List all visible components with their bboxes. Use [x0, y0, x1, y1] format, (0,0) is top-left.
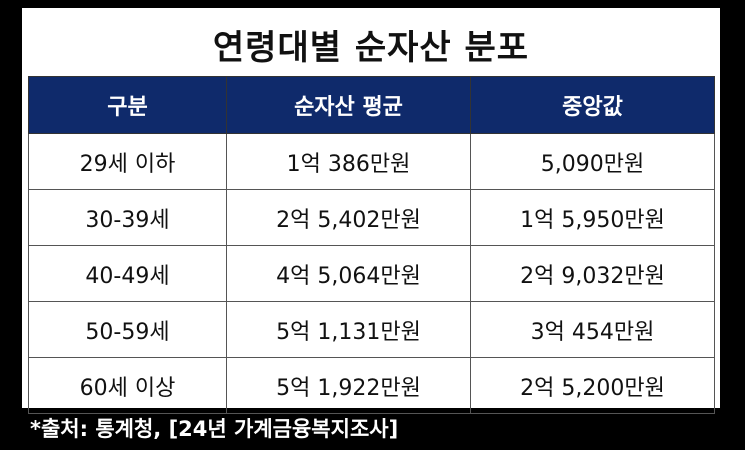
table-cell: 5억 1,131만원: [226, 301, 471, 358]
net-assets-table: 구분 순자산 평균 중앙값 29세 이하 1억 386만원 5,090만원 30-39…: [28, 76, 715, 414]
table-cell: 2억 5,200만원: [470, 357, 715, 414]
table-cell: 50-59세: [28, 301, 227, 358]
column-header: 순자산 평균: [226, 76, 471, 134]
table-cell: 3억 454만원: [470, 301, 715, 358]
table-cell: 29세 이하: [28, 133, 227, 190]
table-cell: 2억 5,402만원: [226, 189, 471, 246]
content-panel: 연령대별 순자산 분포 구분 순자산 평균 중앙값 29세 이하 1억 386만원…: [22, 8, 720, 414]
source-note: *출처: 통계청, [24년 가계금융복지조사]: [30, 417, 399, 441]
table-cell: 40-49세: [28, 245, 227, 302]
table-row: 30-39세 2억 5,402만원 1억 5,950만원: [28, 189, 715, 246]
table-cell: 2억 9,032만원: [470, 245, 715, 302]
table-row: 60세 이상 5억 1,922만원 2억 5,200만원: [28, 357, 715, 414]
page-title: 연령대별 순자산 분포: [212, 28, 530, 68]
table-cell: 5억 1,922만원: [226, 357, 471, 414]
table-cell: 1억 5,950만원: [470, 189, 715, 246]
table-cell: 4억 5,064만원: [226, 245, 471, 302]
table-header-row: 구분 순자산 평균 중앙값: [28, 76, 715, 134]
column-header: 중앙값: [470, 76, 715, 134]
table-cell: 5,090만원: [470, 133, 715, 190]
table-row: 40-49세 4억 5,064만원 2억 9,032만원: [28, 245, 715, 302]
table-row: 50-59세 5억 1,131만원 3억 454만원: [28, 301, 715, 358]
table-cell: 60세 이상: [28, 357, 227, 414]
column-header: 구분: [28, 76, 227, 134]
table-row: 29세 이하 1억 386만원 5,090만원: [28, 133, 715, 190]
table-cell: 1억 386만원: [226, 133, 471, 190]
table-cell: 30-39세: [28, 189, 227, 246]
